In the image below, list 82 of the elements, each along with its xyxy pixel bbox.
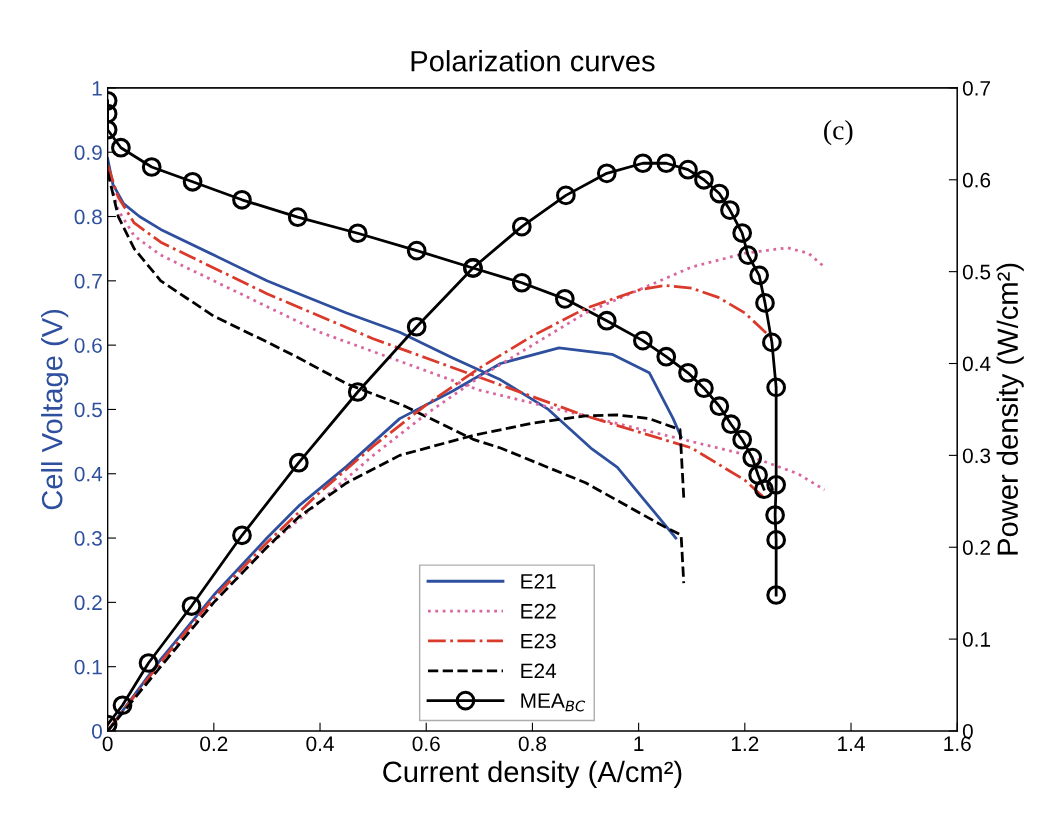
point xyxy=(694,378,714,399)
chart-title: Polarization curves xyxy=(411,50,655,72)
x-tick-label: 1 xyxy=(634,736,644,751)
point xyxy=(766,474,787,495)
x-tick-label: 1.4 xyxy=(838,736,865,751)
legend-label: E21 xyxy=(521,574,556,589)
legend-label: E24 xyxy=(521,663,557,679)
point xyxy=(347,382,368,402)
point xyxy=(762,332,782,353)
y2-axis-title: Power density (W/cm²) xyxy=(996,263,1024,555)
y-tick-label: 0.6 xyxy=(74,338,102,353)
point xyxy=(766,585,787,605)
point xyxy=(738,245,758,265)
point xyxy=(288,452,309,473)
point xyxy=(766,530,787,550)
point xyxy=(232,189,252,210)
x-tick-label: 0.8 xyxy=(518,736,546,752)
y2-tick-label: 0.2 xyxy=(962,540,990,555)
point xyxy=(749,265,770,286)
y-tick-label: 0.8 xyxy=(74,209,102,225)
y2-tick-label: 0.6 xyxy=(962,172,991,188)
y2-tick-label: 0.7 xyxy=(962,80,990,96)
point xyxy=(754,479,774,500)
x-tick-label: 0 xyxy=(102,736,113,752)
point xyxy=(656,346,677,367)
point xyxy=(720,200,740,220)
point xyxy=(765,505,785,525)
point xyxy=(742,447,763,468)
y-tick-label: 0 xyxy=(92,723,102,739)
point xyxy=(678,362,698,383)
legend-label: E22 xyxy=(521,603,556,619)
annotation: (c) xyxy=(824,120,853,146)
y-tick-label: 0.1 xyxy=(74,659,102,675)
point xyxy=(347,223,368,244)
point xyxy=(678,159,698,180)
point xyxy=(511,272,532,293)
point xyxy=(755,293,775,313)
point xyxy=(633,330,653,351)
point xyxy=(111,137,131,158)
legend-label: MEA$_{BC}$ xyxy=(521,693,586,712)
point xyxy=(694,169,714,190)
point xyxy=(721,414,741,435)
point xyxy=(596,163,617,184)
y2-tick-label: 0.3 xyxy=(962,448,991,464)
legend-label: E23 xyxy=(521,633,556,649)
point xyxy=(287,207,308,228)
point xyxy=(182,171,203,192)
y-tick-label: 0.4 xyxy=(74,466,103,482)
point xyxy=(656,153,677,174)
point xyxy=(138,653,159,673)
point xyxy=(633,153,653,174)
x-tick-label: 0.4 xyxy=(306,736,334,752)
y-tick-label: 0.5 xyxy=(74,402,102,418)
y2-tick-label: 0.4 xyxy=(962,356,991,372)
point xyxy=(766,377,787,398)
point xyxy=(554,288,575,309)
x-tick-label: 0.2 xyxy=(200,736,228,752)
point xyxy=(556,185,576,206)
point xyxy=(709,183,730,204)
point xyxy=(232,525,252,546)
x-tick-label: 0.6 xyxy=(412,736,440,752)
x-axis-title: Current density (A/cm²) xyxy=(383,760,682,788)
point xyxy=(732,223,753,243)
y2-tick-label: 0.5 xyxy=(962,264,991,280)
point xyxy=(732,429,753,450)
y-tick-label: 1 xyxy=(92,81,102,96)
point xyxy=(511,216,532,237)
y-tick-label: 0.2 xyxy=(74,595,102,611)
point xyxy=(748,465,768,485)
point xyxy=(141,157,162,177)
y-axis-title: Cell Voltage (V) xyxy=(41,309,69,510)
point xyxy=(181,596,202,616)
y2-tick-label: 0.1 xyxy=(962,632,991,647)
x-tick-label: 1.2 xyxy=(731,736,759,751)
point xyxy=(406,316,427,337)
y-tick-label: 0.3 xyxy=(74,531,102,546)
point xyxy=(406,240,427,261)
y-tick-label: 0.9 xyxy=(74,145,102,160)
point xyxy=(112,695,133,716)
point xyxy=(596,310,617,331)
y-tick-label: 0.7 xyxy=(74,273,102,289)
point xyxy=(709,396,730,417)
